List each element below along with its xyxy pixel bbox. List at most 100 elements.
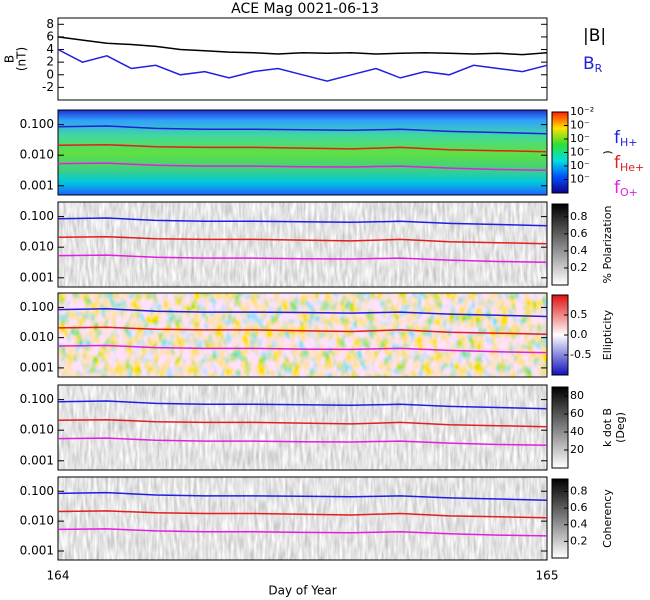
chart-title: ACE Mag 0021-06-13 — [231, 1, 379, 17]
colorbar-tick-label: 0.4 — [570, 244, 588, 257]
y-tick-label: 0.010 — [20, 148, 54, 162]
y-tick-label: 0.100 — [20, 117, 54, 131]
plot-frame — [57, 17, 548, 101]
legend-subscript: O+ — [620, 186, 638, 199]
series-line — [57, 344, 548, 354]
series-line — [57, 491, 548, 501]
legend-entry: BR — [583, 54, 603, 75]
colorbar-tick-label: 10⁻ — [570, 173, 590, 186]
y-tick-label: 6 — [46, 29, 54, 43]
y-tick-label: 4 — [46, 42, 54, 56]
y-tick-label: 0.100 — [20, 484, 54, 498]
series-line — [57, 235, 548, 245]
colorbar-tick-label: 10⁻² — [570, 105, 594, 118]
series-line — [57, 217, 548, 227]
colorbar-label: ) — [601, 150, 614, 154]
legend-name: |B| — [583, 26, 606, 46]
y-tick-label: 0.100 — [20, 209, 54, 223]
colorbar-tick-label: 20 — [570, 443, 584, 456]
legend-entry: fH+ — [614, 128, 638, 149]
colorbar-tick-label: 0.6 — [570, 227, 588, 240]
y-tick-label: 0.010 — [20, 240, 54, 254]
colorbar-tick-label: 0.2 — [570, 261, 588, 274]
y-axis-label: (nT) — [15, 47, 29, 71]
colorbar-tick-label: 10⁻ — [570, 146, 590, 159]
y-tick-label: 0.010 — [20, 330, 54, 344]
series-line — [57, 125, 548, 135]
colorbar — [551, 386, 569, 469]
colorbar-label: (Deg) — [614, 412, 627, 443]
colorbar-tick-label: -0.5 — [570, 348, 591, 361]
colorbar-tick-label: 0.5 — [570, 308, 588, 321]
colorbar-tick-label: 40 — [570, 425, 584, 438]
y-tick-label: 2 — [46, 55, 54, 69]
legend-name: f — [614, 153, 621, 173]
colorbar — [551, 203, 569, 286]
series-line — [57, 510, 548, 519]
legend-subscript: H+ — [620, 136, 638, 149]
colorbar-tick-label: 0.4 — [570, 518, 588, 531]
colorbar-tick-label: 80 — [570, 389, 584, 402]
legend-entry: fO+ — [614, 178, 638, 199]
x-tick-label: 164 — [47, 569, 70, 583]
plot-frame — [57, 476, 548, 561]
plot-frame — [57, 384, 548, 471]
y-tick-label: 8 — [46, 17, 54, 31]
colorbar-tick-label: 60 — [570, 407, 584, 420]
series-line — [57, 36, 548, 56]
spectrogram-image — [58, 202, 547, 287]
series-line — [57, 418, 548, 428]
colorbar-tick-label: 0.0 — [570, 328, 588, 341]
legend-name: f — [614, 178, 621, 198]
y-tick-label: 0.100 — [20, 392, 54, 406]
colorbar-label: Ellipticity — [601, 309, 614, 360]
spectrogram-image — [58, 477, 547, 560]
x-tick-label: 165 — [536, 569, 559, 583]
series-line — [57, 162, 548, 172]
colorbar-label: Coherency — [601, 489, 614, 548]
colorbar-label: k dot B — [601, 408, 614, 447]
spectrogram-image — [58, 385, 547, 470]
series-line — [57, 326, 548, 335]
y-tick-label: 0.001 — [20, 360, 54, 374]
y-tick-label: 0.001 — [20, 270, 54, 284]
colorbar-tick-label: 0.8 — [570, 210, 588, 223]
colorbar-tick-label: 0.2 — [570, 534, 588, 547]
colorbar-tick-label: 0.6 — [570, 501, 588, 514]
legend-subscript: R — [595, 62, 603, 75]
colorbar-label: % Polarization — [601, 206, 614, 284]
series-line — [57, 48, 548, 82]
plot-frame — [57, 201, 548, 288]
series-line — [57, 254, 548, 264]
series-line — [57, 308, 548, 318]
series-line — [57, 400, 548, 410]
series-line — [57, 143, 548, 153]
colorbar-tick-label: 10⁻ — [570, 159, 590, 172]
plot-frame — [57, 292, 548, 378]
y-tick-label: 0 — [46, 67, 54, 81]
plot-frame — [57, 109, 548, 196]
y-tick-label: -2 — [42, 80, 54, 94]
colorbar-tick-label: 10⁻ — [570, 119, 590, 132]
y-tick-label: 0.001 — [20, 544, 54, 558]
legend-name: f — [614, 128, 621, 148]
legend-subscript: He+ — [620, 161, 644, 174]
series-line — [57, 528, 548, 537]
x-axis-label: Day of Year — [268, 584, 336, 598]
y-tick-label: 0.100 — [20, 300, 54, 314]
legend-entry: fHe+ — [614, 153, 644, 174]
colorbar-tick-label: 10⁻ — [570, 132, 590, 145]
colorbar-tick-label: 0.8 — [570, 484, 588, 497]
y-tick-label: 0.001 — [20, 453, 54, 467]
series-line — [57, 437, 548, 447]
y-tick-label: 0.010 — [20, 423, 54, 437]
legend-entry: |B| — [583, 26, 606, 46]
colorbar — [551, 478, 569, 559]
y-tick-label: 0.001 — [20, 178, 54, 192]
y-axis-label: B — [3, 55, 17, 63]
y-tick-label: 0.010 — [20, 514, 54, 528]
spectrogram-image — [58, 110, 547, 195]
legend-name: B — [583, 54, 595, 74]
spectrogram-image — [58, 293, 547, 377]
